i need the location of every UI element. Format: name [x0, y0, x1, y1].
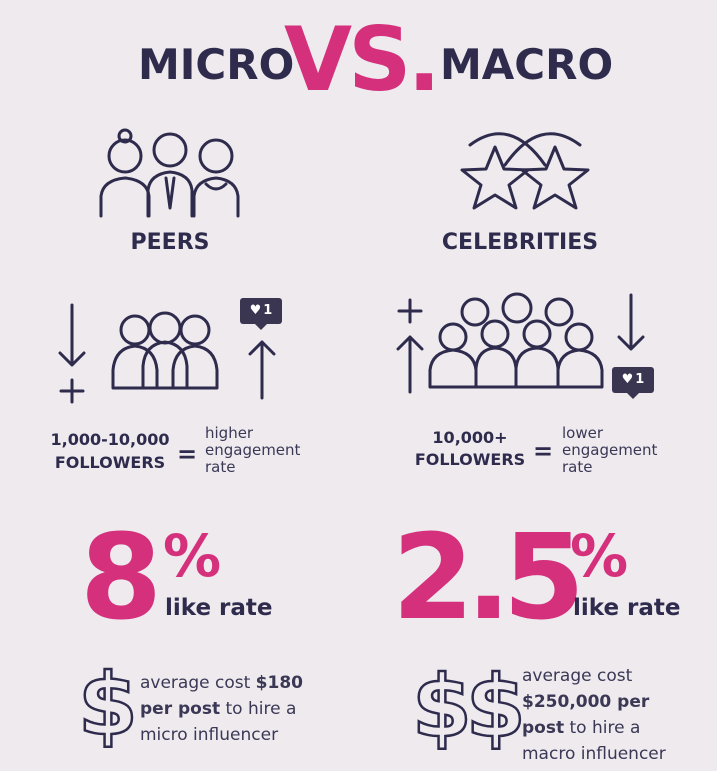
- title-vs: VS.: [284, 8, 441, 111]
- like-badge: 1: [612, 367, 654, 399]
- engagement-icon: [396, 292, 645, 394]
- cost-text: average cost $180 per post to hire a mic…: [140, 670, 310, 748]
- rate-label: like rate: [165, 595, 273, 621]
- cost-intro: average cost: [522, 666, 633, 686]
- engagement-text: lower engagement rate: [562, 424, 658, 476]
- rate-value: 2.5: [392, 508, 585, 646]
- rate-label: like rate: [573, 595, 681, 621]
- followers-count: 1,000-10,000: [50, 430, 170, 449]
- cost-amount: $250,000 per post: [522, 692, 650, 738]
- engagement-text: higher engagement rate: [205, 424, 301, 476]
- cost-intro: average cost: [140, 673, 256, 693]
- engagement-icon: [58, 303, 276, 404]
- dollar-icon: $$: [411, 656, 527, 759]
- like-badge: 1: [240, 298, 282, 330]
- followers-count: 10,000+: [432, 428, 508, 447]
- cost-text: average cost $250,000 per post to hire a…: [522, 663, 692, 767]
- celebrities-icon: [460, 132, 590, 210]
- peers-icon: [99, 128, 240, 218]
- equals: =: [533, 437, 554, 465]
- group-label: PEERS: [130, 230, 210, 255]
- followers-label: FOLLOWERS: [54, 453, 166, 472]
- cost-outro: to hire a micro influencer: [140, 699, 297, 745]
- cost-amount: $180 per post: [140, 673, 303, 719]
- equals: =: [177, 440, 198, 468]
- cost-outro: to hire a macro influencer: [522, 718, 666, 764]
- rate-value: 8: [80, 508, 162, 646]
- title-micro: MICRO: [138, 40, 295, 89]
- rate-unit: %: [570, 522, 629, 590]
- title-macro: MACRO: [440, 40, 614, 89]
- dollar-icon: $: [77, 654, 139, 757]
- group-label: CELEBRITIES: [441, 230, 599, 255]
- followers-label: FOLLOWERS: [414, 450, 526, 469]
- rate-unit: %: [163, 522, 222, 590]
